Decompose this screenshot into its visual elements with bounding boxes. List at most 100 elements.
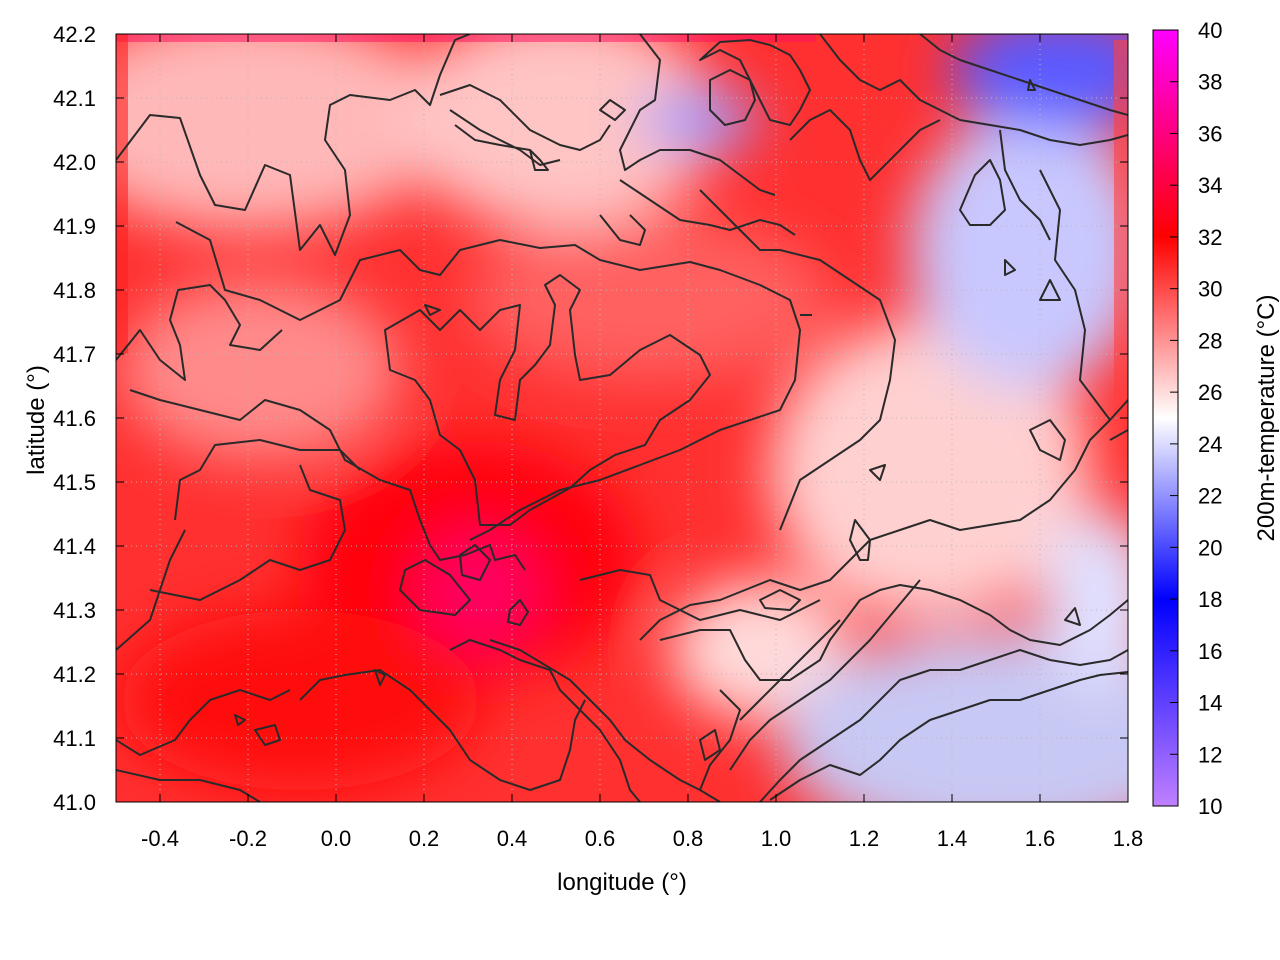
y-tick-label: 41.7 — [53, 342, 96, 367]
contour-line — [116, 284, 283, 381]
contour-line — [619, 34, 776, 196]
x-tick-label: -0.2 — [229, 826, 267, 851]
contour-line — [619, 179, 796, 236]
x-tick-label: 1.2 — [849, 826, 880, 851]
x-tick-label: -0.4 — [141, 826, 179, 851]
colorbar-axis: 10 12 14 16 18 20 22 24 26 28 30 32 34 36 38 40 — [1170, 18, 1222, 819]
contour-line — [769, 671, 1128, 801]
x-tick-label: 0.0 — [321, 826, 352, 851]
contour-line — [449, 109, 561, 166]
contour-line — [639, 399, 1128, 641]
grid-lines — [116, 34, 1128, 802]
contour-line — [699, 689, 741, 802]
x-tick-label: 1.6 — [1025, 826, 1056, 851]
y-axis-label: latitude (°) — [23, 365, 50, 475]
contour-line — [449, 639, 641, 802]
colorbar-tick-label: 36 — [1198, 121, 1222, 146]
contour-line — [919, 34, 1128, 116]
x-tick-label: 0.4 — [497, 826, 528, 851]
contour-line — [507, 599, 529, 626]
contour-line — [759, 649, 1128, 802]
colorbar-tick-label: 38 — [1198, 70, 1222, 95]
y-tick-label: 42.2 — [53, 22, 96, 47]
contour-line — [1039, 279, 1061, 301]
x-tick-label: 0.2 — [409, 826, 440, 851]
contour-line — [819, 34, 1128, 146]
contour-line — [869, 464, 886, 481]
y-tick-label: 41.8 — [53, 278, 96, 303]
y-tick-label: 41.4 — [53, 534, 96, 559]
contour-line — [529, 149, 549, 171]
colorbar-tick-label: 26 — [1198, 380, 1222, 405]
contour-line — [234, 714, 246, 726]
contour-line — [175, 221, 801, 541]
contour-line — [759, 589, 801, 611]
contour-lines — [116, 34, 1128, 802]
contour-line — [1004, 259, 1016, 276]
y-tick-label: 41.9 — [53, 214, 96, 239]
contour-line — [116, 689, 291, 756]
x-tick-label: 1.8 — [1113, 826, 1144, 851]
contour-line — [699, 39, 811, 126]
contour-line — [709, 69, 756, 126]
colorbar — [1152, 29, 1179, 807]
contour-line — [116, 529, 186, 651]
contour-line — [699, 729, 721, 761]
y-axis: 41.0 41.1 41.2 41.3 41.4 41.5 41.6 41.7 41.8 41.9… — [53, 22, 1128, 815]
contour-line — [459, 544, 491, 581]
colorbar-tick-label: 40 — [1198, 18, 1222, 43]
contour-line — [254, 724, 281, 746]
contour-line — [374, 669, 386, 686]
y-tick-label: 41.2 — [53, 662, 96, 687]
contour-line — [789, 109, 941, 181]
colorbar-tick-label: 28 — [1198, 328, 1222, 353]
contour-line — [699, 189, 896, 531]
contour-line — [384, 274, 711, 526]
colorbar-label: 200m-temperature (°C) — [1253, 294, 1280, 541]
y-tick-label: 42.0 — [53, 150, 96, 175]
y-tick-label: 41.6 — [53, 406, 96, 431]
contour-line — [1039, 169, 1111, 421]
contour-line — [116, 34, 471, 256]
y-tick-label: 41.1 — [53, 726, 96, 751]
contour-line — [999, 129, 1051, 241]
colorbar-tick-label: 24 — [1198, 432, 1222, 457]
contour-line — [599, 214, 646, 246]
contour-line — [439, 84, 611, 151]
y-tick-label: 42.1 — [53, 86, 96, 111]
contour-line — [1109, 429, 1128, 441]
contour-line — [1027, 79, 1036, 91]
contour-line — [424, 304, 441, 316]
colorbar-tick-label: 10 — [1198, 794, 1222, 819]
colorbar-tick-label: 12 — [1198, 742, 1222, 767]
contour-line — [489, 639, 701, 791]
x-tick-label: 1.0 — [761, 826, 792, 851]
y-tick-label: 41.5 — [53, 470, 96, 495]
contour-line — [659, 584, 1128, 681]
x-axis: -0.4 -0.2 0.0 0.2 0.4 0.6 0.8 1.0 1.2 1.4 1.6 1.8 — [141, 34, 1143, 851]
x-tick-label: 1.4 — [937, 826, 968, 851]
contour-line — [739, 619, 841, 721]
contour-line — [454, 124, 531, 151]
temperature-heatmap — [116, 34, 1128, 802]
contour-line — [1064, 607, 1081, 626]
contour-line — [729, 579, 921, 771]
contour-line — [149, 464, 346, 601]
colorbar-tick-label: 20 — [1198, 535, 1222, 560]
contour-line — [116, 769, 261, 802]
contour-line — [1029, 419, 1066, 461]
colorbar-tick-label: 18 — [1198, 587, 1222, 612]
contour-line — [849, 519, 871, 561]
contour-line — [174, 439, 361, 521]
contour-line — [599, 99, 626, 121]
colorbar-tick-label: 34 — [1198, 173, 1222, 198]
colorbar-tick-label: 14 — [1198, 691, 1222, 716]
contour-line — [959, 159, 1006, 226]
x-tick-label: 0.8 — [673, 826, 704, 851]
colorbar-tick-label: 32 — [1198, 225, 1222, 250]
x-axis-label: longitude (°) — [557, 869, 687, 896]
y-tick-label: 41.0 — [53, 790, 96, 815]
colorbar-tick-label: 16 — [1198, 639, 1222, 664]
colorbar-tick-label: 30 — [1198, 277, 1222, 302]
